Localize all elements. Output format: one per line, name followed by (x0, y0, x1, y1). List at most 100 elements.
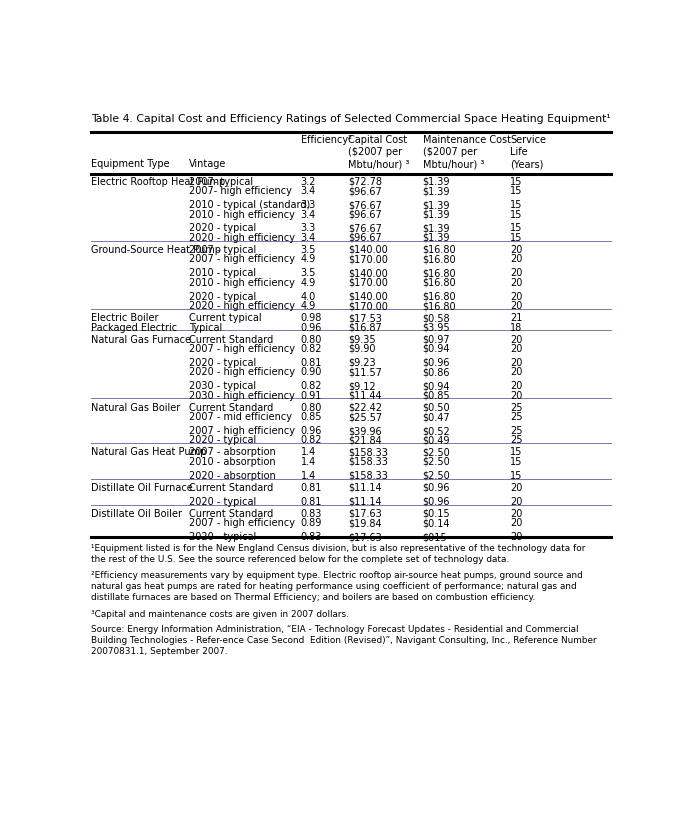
Text: $72.78: $72.78 (349, 176, 382, 186)
Text: Current Standard: Current Standard (189, 335, 273, 344)
Text: 20: 20 (510, 277, 523, 287)
Text: 0.96: 0.96 (301, 426, 322, 436)
Text: 25: 25 (510, 426, 523, 436)
Text: $96.67: $96.67 (349, 209, 382, 219)
Text: $170.00: $170.00 (349, 301, 388, 310)
Text: 0.82: 0.82 (301, 381, 322, 391)
Text: $1.39: $1.39 (423, 233, 450, 243)
Text: $170.00: $170.00 (349, 277, 388, 287)
Text: 2007 - absorption: 2007 - absorption (189, 447, 276, 457)
Text: 20: 20 (510, 291, 523, 301)
Text: 15: 15 (510, 200, 523, 209)
Text: 15: 15 (510, 233, 523, 243)
Text: Electric Boiler: Electric Boiler (91, 313, 158, 323)
Text: $0.96: $0.96 (423, 496, 450, 506)
Text: Current Standard: Current Standard (189, 402, 273, 412)
Text: $170.00: $170.00 (349, 254, 388, 264)
Text: 20: 20 (510, 244, 523, 254)
Text: $11.14: $11.14 (349, 496, 382, 506)
Text: 2020 - typical: 2020 - typical (189, 532, 256, 542)
Text: $1.39: $1.39 (423, 224, 450, 233)
Text: Maintenance Cost
($2007 per
Mbtu/hour) ³: Maintenance Cost ($2007 per Mbtu/hour) ³ (423, 134, 511, 169)
Text: $39.96: $39.96 (349, 426, 382, 436)
Text: $0.52: $0.52 (423, 426, 451, 436)
Text: $17.53: $17.53 (349, 313, 382, 323)
Text: 0.98: 0.98 (301, 313, 322, 323)
Text: $158.33: $158.33 (349, 447, 388, 457)
Text: 0.81: 0.81 (301, 358, 322, 368)
Text: Natural Gas Furnace: Natural Gas Furnace (91, 335, 191, 344)
Text: 20: 20 (510, 367, 523, 377)
Text: $11.14: $11.14 (349, 482, 382, 493)
Text: 15: 15 (510, 186, 523, 196)
Text: Distillate Oil Boiler: Distillate Oil Boiler (91, 508, 182, 518)
Text: 3.4: 3.4 (301, 186, 316, 196)
Text: 1.4: 1.4 (301, 447, 316, 457)
Text: 20: 20 (510, 254, 523, 264)
Text: Current Standard: Current Standard (189, 508, 273, 518)
Text: 20: 20 (510, 482, 523, 493)
Text: 0.83: 0.83 (301, 532, 322, 542)
Text: 20: 20 (510, 390, 523, 400)
Text: $0.50: $0.50 (423, 402, 450, 412)
Text: $0.49: $0.49 (423, 435, 450, 445)
Text: $16.80: $16.80 (423, 254, 456, 264)
Text: Equipment Type: Equipment Type (91, 159, 170, 169)
Text: $140.00: $140.00 (349, 291, 388, 301)
Text: Current Standard: Current Standard (189, 482, 273, 493)
Text: 2020 - absorption: 2020 - absorption (189, 470, 276, 480)
Text: 20: 20 (510, 496, 523, 506)
Text: $16.80: $16.80 (423, 268, 456, 278)
Text: 2020 - typical: 2020 - typical (189, 291, 256, 301)
Text: $140.00: $140.00 (349, 244, 388, 254)
Text: $0.14: $0.14 (423, 518, 450, 527)
Text: $0.15: $0.15 (423, 508, 450, 518)
Text: 15: 15 (510, 470, 523, 480)
Text: 0.81: 0.81 (301, 482, 322, 493)
Text: $0.85: $0.85 (423, 390, 450, 400)
Text: ¹Equipment listed is for the New England Census division, but is also representa: ¹Equipment listed is for the New England… (91, 543, 585, 564)
Text: 15: 15 (510, 224, 523, 233)
Text: $2.50: $2.50 (423, 447, 451, 457)
Text: 3.2: 3.2 (301, 176, 316, 186)
Text: 2007 - high efficiency: 2007 - high efficiency (189, 254, 295, 264)
Text: Ground-Source Heat Pump: Ground-Source Heat Pump (91, 244, 221, 254)
Text: 20: 20 (510, 381, 523, 391)
Text: $3.95: $3.95 (423, 322, 450, 332)
Text: 4.9: 4.9 (301, 277, 316, 287)
Text: $015: $015 (423, 532, 447, 542)
Text: 2007 - high efficiency: 2007 - high efficiency (189, 426, 295, 436)
Text: $96.67: $96.67 (349, 233, 382, 243)
Text: 0.83: 0.83 (301, 508, 322, 518)
Text: Table 4. Capital Cost and Efficiency Ratings of Selected Commercial Space Heatin: Table 4. Capital Cost and Efficiency Rat… (91, 114, 610, 124)
Text: Typical: Typical (189, 322, 223, 332)
Text: 25: 25 (510, 402, 523, 412)
Text: $0.97: $0.97 (423, 335, 450, 344)
Text: 2010 - typical: 2010 - typical (189, 268, 256, 278)
Text: 3.5: 3.5 (301, 244, 316, 254)
Text: $16.80: $16.80 (423, 244, 456, 254)
Text: $0.96: $0.96 (423, 482, 450, 493)
Text: 2007- high efficiency: 2007- high efficiency (189, 186, 292, 196)
Text: $17.63: $17.63 (349, 508, 382, 518)
Text: $0.94: $0.94 (423, 381, 450, 391)
Text: $9.12: $9.12 (349, 381, 376, 391)
Text: Capital Cost
($2007 per
Mbtu/hour) ³: Capital Cost ($2007 per Mbtu/hour) ³ (349, 134, 410, 169)
Text: $25.57: $25.57 (349, 412, 382, 421)
Text: $76.67: $76.67 (349, 200, 382, 209)
Text: 0.96: 0.96 (301, 322, 322, 332)
Text: $2.50: $2.50 (423, 456, 451, 466)
Text: $2.50: $2.50 (423, 470, 451, 480)
Text: $9.23: $9.23 (349, 358, 376, 368)
Text: 2020 - typical: 2020 - typical (189, 496, 256, 506)
Text: $16.87: $16.87 (349, 322, 382, 332)
Text: 2010 - high efficiency: 2010 - high efficiency (189, 277, 295, 287)
Text: ³Capital and maintenance costs are given in 2007 dollars.: ³Capital and maintenance costs are given… (91, 609, 349, 619)
Text: 2010 - high efficiency: 2010 - high efficiency (189, 209, 295, 219)
Text: Current typical: Current typical (189, 313, 262, 323)
Text: 3.5: 3.5 (301, 268, 316, 278)
Text: 0.82: 0.82 (301, 344, 322, 354)
Text: 2007 - mid efficiency: 2007 - mid efficiency (189, 412, 292, 421)
Text: $11.57: $11.57 (349, 367, 382, 377)
Text: 2020 - typical: 2020 - typical (189, 224, 256, 233)
